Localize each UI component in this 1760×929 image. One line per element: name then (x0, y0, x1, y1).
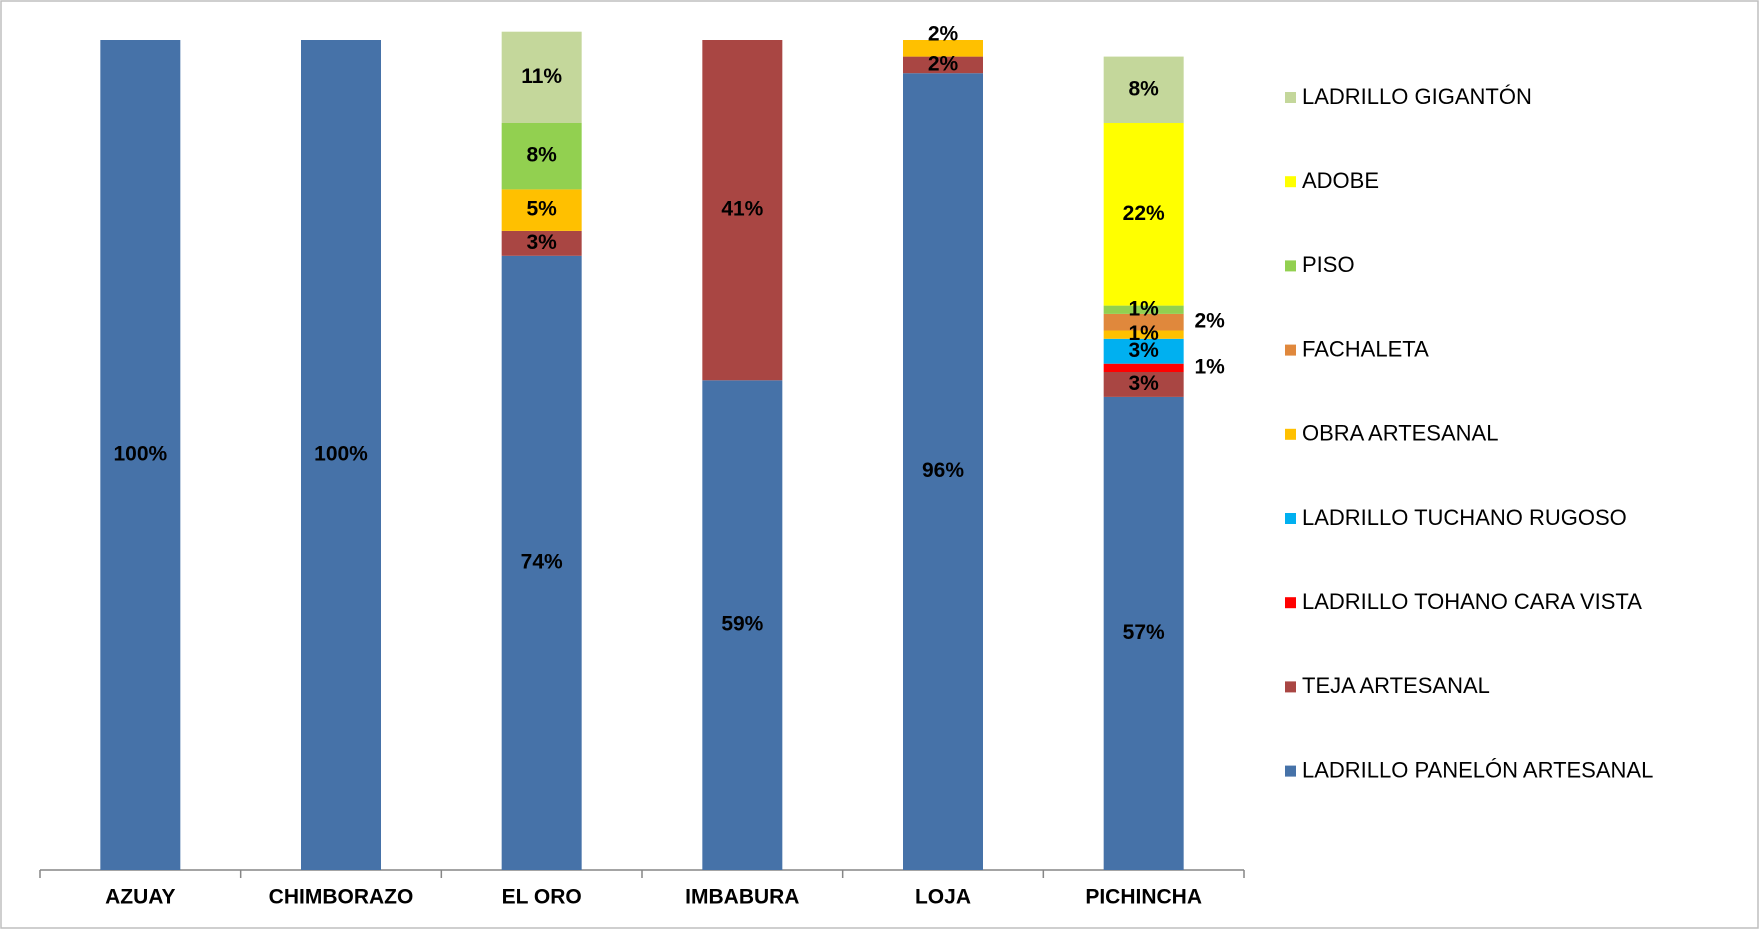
value-label: 22% (1123, 202, 1165, 225)
x-tick-label: PICHINCHA (1085, 886, 1202, 909)
legend-label: LADRILLO TUCHANO RUGOSO (1302, 505, 1627, 530)
legend-label: PISO (1302, 252, 1355, 277)
legend-swatch (1285, 344, 1296, 356)
value-label: 41% (721, 198, 763, 221)
bar-segment (1103, 123, 1184, 306)
value-label: 59% (721, 613, 763, 636)
value-label: 2% (928, 23, 959, 46)
legend-label: TEJA ARTESANAL (1302, 673, 1490, 698)
value-label: 1% (1128, 322, 1159, 345)
value-label: 5% (526, 198, 557, 221)
x-tick-label: EL ORO (502, 886, 582, 909)
legend-swatch (1285, 428, 1296, 440)
bar-segment (903, 56, 983, 74)
bar-segment (501, 230, 582, 256)
legend-label: ADOBE (1302, 168, 1379, 193)
legend-swatch (1285, 176, 1296, 188)
bar-segment (1103, 338, 1184, 364)
legend-label: LADRILLO GIGANTÓN (1302, 84, 1532, 109)
bar-segment (702, 40, 783, 381)
value-label: 3% (526, 231, 557, 254)
value-label: 1% (1128, 297, 1159, 320)
value-label: 8% (526, 144, 557, 167)
bar-segment (1103, 372, 1184, 397)
legend-swatch (1285, 765, 1296, 777)
bar-segment (1103, 330, 1184, 339)
value-label: 3% (1128, 372, 1159, 395)
value-label: 100% (113, 443, 167, 466)
value-label: 100% (314, 443, 368, 466)
bar-segment (1103, 396, 1184, 870)
bar-segment (1103, 363, 1184, 372)
x-tick-label: CHIMBORAZO (269, 886, 414, 909)
value-label: 2% (1194, 310, 1225, 333)
legend-swatch (1285, 681, 1296, 693)
value-label: 74% (521, 550, 563, 573)
legend-label: LADRILLO PANELÓN ARTESANAL (1302, 757, 1653, 782)
legend-label: OBRA ARTESANAL (1302, 421, 1498, 446)
legend-swatch (1285, 513, 1296, 524)
value-label: 11% (521, 65, 562, 88)
bar-segment (903, 73, 983, 870)
bar-segment (501, 123, 582, 190)
bar-segment (501, 255, 582, 871)
bar-segment (501, 189, 582, 231)
value-label: 1% (1194, 355, 1225, 378)
value-label: 57% (1123, 621, 1165, 644)
legend-swatch (1285, 260, 1296, 272)
value-label: 2% (928, 52, 959, 75)
legend-label: LADRILLO TOHANO CARA VISTA (1302, 589, 1642, 614)
bar-segment (1103, 313, 1184, 331)
x-tick-label: AZUAY (105, 886, 175, 909)
bar-segment (100, 40, 181, 870)
value-label: 96% (922, 459, 964, 482)
x-tick-label: LOJA (915, 886, 971, 909)
bar-segment (501, 31, 582, 124)
bar-segment (702, 380, 783, 870)
bar-segment (903, 40, 983, 57)
legend-swatch (1285, 92, 1296, 103)
bar-segment (1103, 305, 1184, 314)
x-tick-label: IMBABURA (685, 886, 799, 909)
legend-label: FACHALETA (1302, 336, 1429, 361)
value-label: 8% (1128, 77, 1159, 100)
bar-segment (1103, 56, 1184, 123)
value-label: 3% (1128, 339, 1159, 362)
legend-swatch (1285, 597, 1296, 609)
bar-segment (301, 40, 381, 870)
